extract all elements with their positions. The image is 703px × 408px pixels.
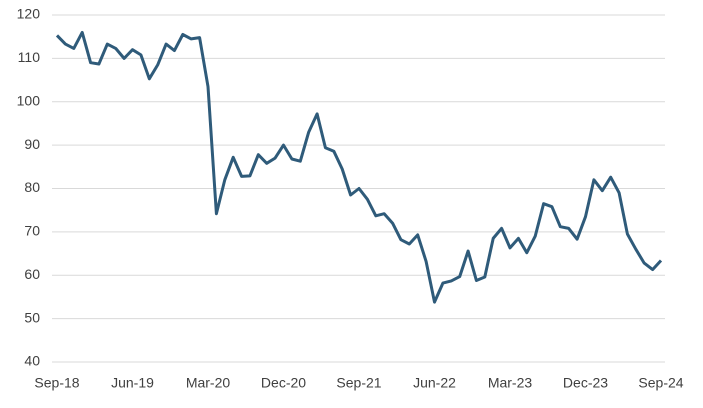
y-tick-label: 70 — [24, 223, 40, 239]
x-tick-label: Sep-24 — [638, 375, 683, 391]
x-tick-label: Dec-23 — [563, 375, 608, 391]
y-tick-label: 40 — [24, 353, 40, 369]
x-tick-label: Jun-19 — [111, 375, 154, 391]
y-tick-label: 90 — [24, 136, 40, 152]
y-tick-label: 100 — [17, 92, 41, 108]
y-tick-label: 120 — [17, 6, 41, 22]
y-tick-label: 60 — [24, 266, 40, 282]
x-tick-label: Mar-23 — [488, 375, 533, 391]
x-tick-label: Mar-20 — [186, 375, 231, 391]
x-tick-label: Dec-20 — [261, 375, 306, 391]
x-tick-label: Jun-22 — [413, 375, 456, 391]
x-tick-label: Sep-18 — [34, 375, 79, 391]
data-line — [55, 30, 663, 304]
y-tick-label: 50 — [24, 309, 40, 325]
x-tick-label: Sep-21 — [336, 375, 381, 391]
y-tick-label: 110 — [18, 49, 41, 65]
y-tick-label: 80 — [24, 179, 40, 195]
